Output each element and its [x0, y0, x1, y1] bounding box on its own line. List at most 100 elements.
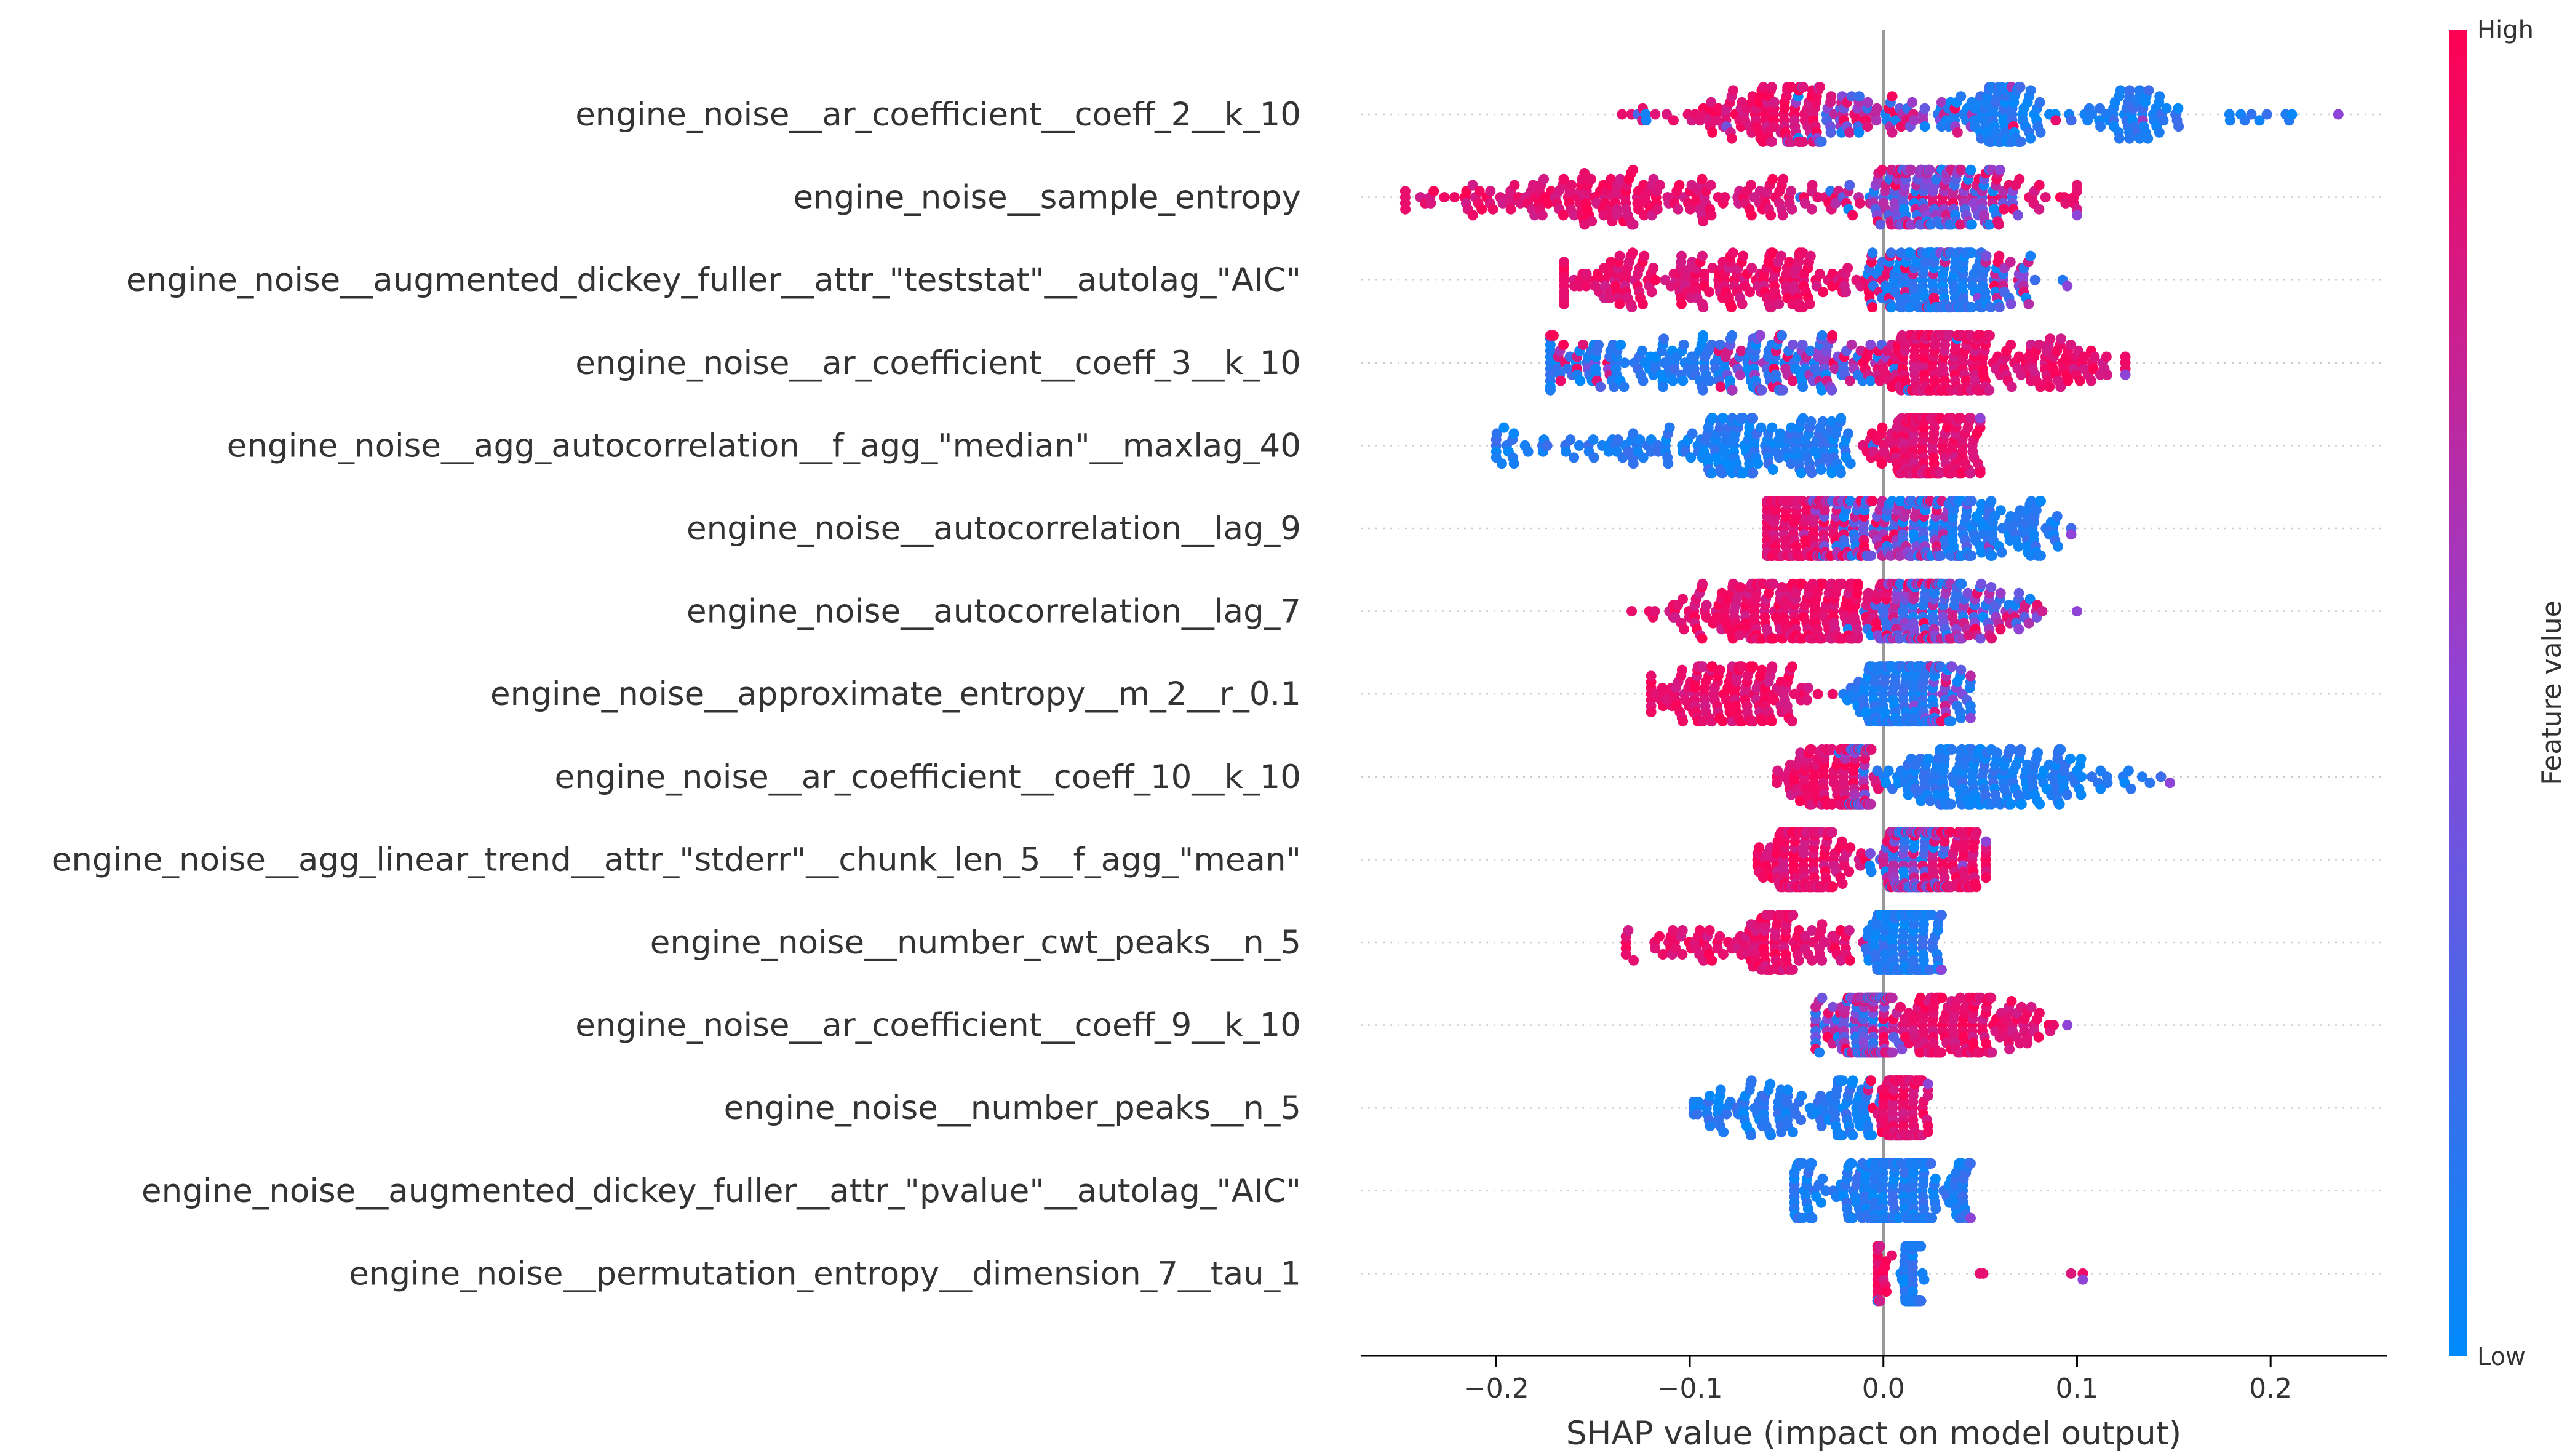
data-point	[2101, 369, 2112, 380]
data-point	[1650, 109, 1661, 120]
data-point	[1986, 633, 1997, 644]
data-point	[1707, 263, 1718, 274]
data-point	[1867, 302, 1878, 313]
data-point	[1756, 664, 1767, 675]
data-points	[1399, 82, 2344, 1307]
data-point	[1697, 173, 1708, 185]
data-point	[1697, 633, 1708, 644]
data-point	[2173, 121, 2184, 132]
data-point	[1956, 712, 1966, 723]
data-point	[1678, 594, 1688, 605]
data-point	[1555, 375, 1566, 386]
data-point	[1586, 173, 1597, 185]
data-point	[1558, 173, 1569, 185]
data-point	[1685, 204, 1696, 215]
data-point	[1617, 109, 1628, 120]
data-point	[2036, 496, 2046, 507]
data-point	[2173, 103, 2184, 114]
data-point	[1907, 97, 1918, 108]
data-point	[1707, 127, 1718, 138]
data-point	[1786, 186, 1797, 197]
data-point	[1626, 302, 1638, 313]
data-point	[1919, 121, 1930, 132]
data-point	[1815, 464, 1826, 475]
data-point	[2333, 109, 2344, 120]
data-point	[1865, 848, 1876, 859]
data-point	[1697, 384, 1708, 396]
data-point	[2286, 109, 2298, 120]
data-point	[1548, 330, 1559, 341]
data-point	[1844, 375, 1855, 386]
data-point	[1852, 578, 1863, 589]
data-point	[2165, 778, 2175, 789]
data-point	[1637, 298, 1648, 309]
data-point	[1581, 268, 1592, 279]
data-point	[1706, 955, 1717, 966]
data-point	[1727, 330, 1738, 341]
data-point	[2120, 351, 2131, 362]
data-point	[1654, 180, 1665, 191]
data-point	[1581, 280, 1592, 292]
data-point	[2050, 115, 2061, 126]
data-point	[1676, 664, 1687, 675]
data-point	[2005, 298, 2016, 309]
data-point	[1788, 340, 1799, 350]
data-point	[1726, 133, 1737, 144]
data-point	[2161, 103, 2172, 114]
data-point	[1984, 384, 1995, 396]
data-point	[1646, 707, 1657, 717]
data-point	[1727, 85, 1738, 96]
data-point	[1986, 550, 1997, 561]
data-point	[1773, 298, 1785, 309]
data-point	[1558, 340, 1569, 350]
data-point	[1606, 257, 1616, 268]
data-point	[1971, 827, 1982, 838]
data-point	[1628, 955, 1639, 966]
data-point	[1956, 91, 1967, 102]
data-point	[2015, 136, 2026, 147]
data-point	[1637, 345, 1647, 356]
data-point	[1871, 103, 1882, 114]
data-point	[1835, 467, 1846, 479]
data-point	[1999, 204, 2010, 215]
data-point	[2224, 115, 2235, 126]
data-point	[1981, 872, 1991, 883]
data-point	[2101, 351, 2112, 362]
data-point	[1919, 103, 1930, 114]
data-point	[2143, 85, 2154, 96]
data-point	[1746, 180, 1756, 191]
data-point	[2072, 210, 2082, 221]
data-point	[1866, 866, 1877, 877]
data-point	[1966, 219, 1977, 230]
data-point	[1965, 467, 1976, 479]
data-point	[1906, 164, 1917, 175]
data-point	[1509, 180, 1520, 191]
data-point	[2074, 375, 2085, 386]
data-point	[1986, 582, 1997, 592]
data-point	[1588, 452, 1599, 463]
data-point	[1698, 216, 1709, 227]
data-point	[1865, 375, 1876, 386]
data-point	[1717, 716, 1728, 727]
data-point	[1818, 287, 1828, 298]
data-point	[1650, 274, 1661, 285]
data-point	[2154, 91, 2165, 102]
data-point	[2114, 133, 2125, 144]
data-point	[1984, 330, 1995, 341]
data-point	[1619, 357, 1630, 368]
data-point	[1827, 881, 1838, 893]
data-point	[1865, 798, 1876, 810]
data-point	[1579, 168, 1590, 178]
data-point	[1802, 694, 1812, 706]
data-point	[1765, 210, 1777, 221]
data-point	[1726, 302, 1737, 313]
data-point	[1654, 931, 1665, 942]
data-point	[2005, 340, 2016, 350]
data-point	[1713, 103, 1724, 114]
data-point	[1428, 186, 1439, 197]
data-point	[2072, 606, 2082, 617]
data-point	[1952, 127, 1963, 138]
data-point	[1614, 298, 1625, 309]
data-point	[2062, 280, 2073, 292]
data-point	[1755, 330, 1766, 341]
